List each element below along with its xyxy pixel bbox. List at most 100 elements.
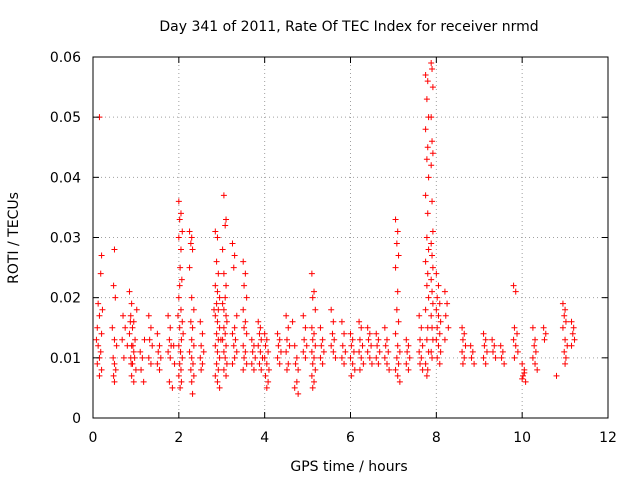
y-axis-tick-labels: 0 0.01 0.02 0.03 0.04 0.05 0.06 xyxy=(50,50,81,427)
data-point xyxy=(93,336,100,343)
data-point xyxy=(318,342,325,349)
data-point xyxy=(469,348,476,355)
data-point xyxy=(171,360,178,367)
data-point xyxy=(428,114,435,121)
data-point xyxy=(122,324,129,331)
data-point xyxy=(154,330,161,337)
data-point xyxy=(240,306,247,313)
data-point xyxy=(265,378,272,385)
data-point xyxy=(250,366,257,373)
data-point xyxy=(119,336,126,343)
data-point xyxy=(243,294,250,301)
data-point xyxy=(302,324,309,331)
data-point xyxy=(230,264,237,271)
data-point xyxy=(459,336,466,343)
data-point xyxy=(311,378,318,385)
data-point xyxy=(186,348,193,355)
data-point xyxy=(349,360,356,367)
data-point xyxy=(178,336,185,343)
data-point xyxy=(392,264,399,271)
data-point xyxy=(256,330,263,337)
data-point xyxy=(233,348,240,355)
data-point xyxy=(423,336,430,343)
data-point xyxy=(422,72,429,79)
data-point xyxy=(562,336,569,343)
data-point xyxy=(521,369,528,376)
data-point xyxy=(349,336,356,343)
data-point xyxy=(531,342,538,349)
data-point xyxy=(342,348,349,355)
data-point xyxy=(110,354,117,361)
data-point xyxy=(265,366,272,373)
data-point xyxy=(230,342,237,349)
data-point xyxy=(347,354,354,361)
data-point xyxy=(435,312,442,319)
data-point xyxy=(356,336,363,343)
data-point xyxy=(444,300,451,307)
data-point xyxy=(300,312,307,319)
data-point xyxy=(382,342,389,349)
data-point xyxy=(468,354,475,361)
data-point xyxy=(216,384,223,391)
data-point xyxy=(364,348,371,355)
data-point xyxy=(317,324,324,331)
data-point xyxy=(312,366,319,373)
data-point xyxy=(374,342,381,349)
data-point xyxy=(233,312,240,319)
data-point xyxy=(512,288,519,295)
data-point xyxy=(242,270,249,277)
data-point xyxy=(429,354,436,361)
data-point xyxy=(220,270,227,277)
data-point xyxy=(395,360,402,367)
data-point xyxy=(145,354,152,361)
data-point xyxy=(258,366,265,373)
data-point xyxy=(312,342,319,349)
data-point xyxy=(358,354,365,361)
y-tick-label: 0.06 xyxy=(50,50,81,66)
data-point xyxy=(243,360,250,367)
data-point xyxy=(262,342,269,349)
data-point xyxy=(130,348,137,355)
data-point xyxy=(213,300,220,307)
data-point xyxy=(174,312,181,319)
data-point xyxy=(532,336,539,343)
data-point xyxy=(177,264,184,271)
data-point xyxy=(429,138,436,145)
data-point xyxy=(467,342,474,349)
data-point xyxy=(396,378,403,385)
data-point xyxy=(197,354,204,361)
data-point xyxy=(424,270,431,277)
data-point xyxy=(338,354,345,361)
data-point xyxy=(212,312,219,319)
data-point xyxy=(423,372,430,379)
data-point xyxy=(300,348,307,355)
data-point xyxy=(286,342,293,349)
data-point xyxy=(132,336,139,343)
data-point xyxy=(309,294,316,301)
data-point xyxy=(95,342,102,349)
y-tick-label: 0.01 xyxy=(50,351,81,367)
data-point xyxy=(435,282,442,289)
data-point xyxy=(462,342,469,349)
data-point xyxy=(256,360,263,367)
data-point xyxy=(338,318,345,325)
data-point xyxy=(240,258,247,265)
data-point xyxy=(155,348,162,355)
data-point xyxy=(302,354,309,361)
data-point xyxy=(471,360,478,367)
data-point xyxy=(393,306,400,313)
data-point xyxy=(331,336,338,343)
data-point xyxy=(215,366,222,373)
data-point xyxy=(341,330,348,337)
data-point xyxy=(394,372,401,379)
data-point xyxy=(295,390,302,397)
x-tick-label: 8 xyxy=(432,430,441,446)
data-point xyxy=(241,354,248,361)
data-point xyxy=(301,336,308,343)
data-point xyxy=(188,294,195,301)
data-point xyxy=(243,330,250,337)
data-point xyxy=(461,354,468,361)
data-point xyxy=(277,348,284,355)
data-point xyxy=(568,318,575,325)
data-point xyxy=(188,354,195,361)
